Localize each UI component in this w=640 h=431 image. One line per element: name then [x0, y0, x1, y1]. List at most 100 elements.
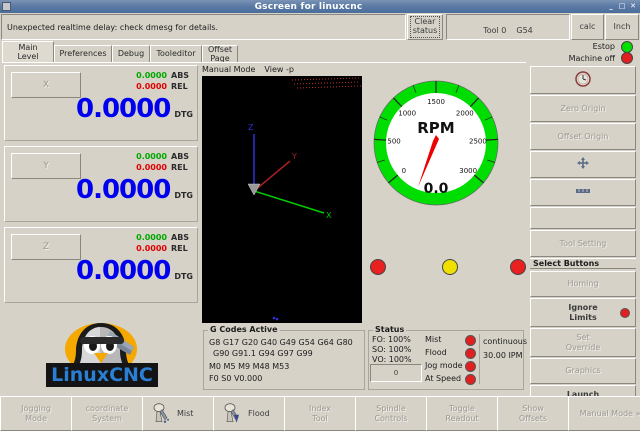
dro-rel-value: 0.0000: [136, 163, 167, 172]
tool-setting-button-label: Tool Setting: [559, 238, 607, 248]
gcodes-line-2: G90 G91.1 G94 G97 G99: [213, 348, 313, 358]
ignore-limits-button[interactable]: Ignore Limits: [530, 298, 636, 327]
tab-main-level[interactable]: Main Level: [2, 41, 54, 63]
led-center: [442, 259, 458, 275]
dro-column: X 0.0000 ABS 0.0000 REL 0.0000 DTG Y 0.0000 ABS 0.…: [4, 65, 198, 315]
dro-rel-label: REL: [171, 244, 188, 253]
homing-button: Homing: [530, 271, 636, 297]
svg-text:X: X: [326, 211, 332, 220]
velocity-override: VO: 100%: [372, 355, 412, 364]
set-override-button: Set Override: [530, 328, 636, 357]
move-icon: [577, 157, 589, 172]
tab-label: Main Level: [17, 43, 39, 61]
tab-debug[interactable]: Debug: [112, 45, 150, 63]
axis-button-y[interactable]: Y: [11, 153, 81, 179]
status-led-mist: [465, 335, 476, 346]
gauge-tick: [487, 159, 495, 163]
dro-rel-y: 0.0000 REL: [136, 163, 193, 172]
show-offsets-button-label: Show Offsets: [519, 404, 547, 423]
machine-label: Machine off: [568, 53, 615, 63]
status-leds: [465, 335, 476, 387]
launch-keyboard-button-line1: Launch: [566, 389, 600, 399]
axis-button-x[interactable]: X: [11, 72, 81, 98]
coordinate-system-button: coordinate System: [71, 396, 143, 431]
dro-rel-z: 0.0000 REL: [136, 244, 193, 253]
jogging-mode-button-label: Jogging Mode: [21, 404, 51, 423]
mist-button[interactable]: Mist: [142, 396, 214, 431]
tab-tooleditor[interactable]: Tooleditor: [150, 45, 202, 63]
graphics-view-label: View -p: [264, 65, 294, 74]
flood-button-label: Flood: [248, 409, 270, 419]
gauge-tick: [379, 116, 388, 121]
dro-block-y: Y 0.0000 ABS 0.0000 REL 0.0000 DTG: [4, 146, 198, 222]
axis-indicator: Z X Y: [247, 123, 332, 220]
dro-abs-y: 0.0000 ABS: [136, 152, 193, 161]
offset-origin-button: Offset Origin: [530, 123, 636, 150]
manual-mode-button-line1: Manual Mode »: [579, 408, 640, 418]
tab-label: Preferences: [59, 49, 107, 59]
override-values: FO: 100% SO: 100% VO: 100%: [372, 335, 412, 365]
spindle-controls-button-line2: Controls: [374, 413, 408, 423]
dro-dtg-label: DTG: [174, 191, 193, 200]
dro-abs-value: 0.0000: [136, 71, 167, 80]
svg-text:Y: Y: [291, 152, 297, 161]
calc-button[interactable]: calc: [571, 14, 604, 40]
flood-icon: [222, 401, 242, 426]
gauge-tick-label: 0: [402, 167, 406, 175]
dro-dtg-x: 0.0000 DTG: [76, 94, 193, 124]
graphics-canvas[interactable]: Z X Y: [202, 76, 362, 323]
maximize-icon[interactable]: □: [618, 2, 626, 10]
minimize-icon[interactable]: _: [609, 2, 613, 10]
feed-override: FO: 100%: [372, 335, 411, 344]
jogging-mode-button-line2: Mode: [25, 413, 47, 423]
spindle-override: SO: 100%: [372, 345, 412, 354]
tab-preferences[interactable]: Preferences: [54, 45, 112, 63]
dro-abs-x: 0.0000 ABS: [136, 71, 193, 80]
gauge-label: RPM: [417, 119, 454, 137]
units-button[interactable]: Inch: [605, 14, 639, 40]
status-label-flood: Flood: [425, 347, 447, 357]
manual-mode-button: Manual Mode »: [568, 396, 640, 431]
override-box[interactable]: 0: [370, 364, 422, 382]
gauge-tick: [412, 85, 417, 93]
measure-tool-button[interactable]: [530, 179, 636, 206]
status-label-jog-mode: Jog mode: [425, 360, 463, 370]
tab-label: Tooleditor: [156, 49, 196, 59]
manual-mode-button-label: Manual Mode »: [580, 409, 640, 419]
coordinate-system-button-label: coordinate System: [86, 404, 129, 423]
linuxcnc-logo: LinuxCNC: [10, 321, 192, 389]
mist-button-line1: Mist: [177, 408, 194, 418]
dro-abs-value: 0.0000: [136, 233, 167, 242]
tab-offset-page[interactable]: Offset Page: [202, 45, 238, 63]
graphics-button-label: Graphics: [565, 366, 601, 376]
gauge-tick: [388, 174, 399, 184]
ignore-limits-button-label: Ignore Limits: [568, 303, 597, 322]
clear-status-button[interactable]: Clear status: [407, 14, 443, 40]
graphics-mode: Manual Mode: [202, 65, 256, 74]
fsv-line: F0 S0 V0.000: [209, 374, 263, 384]
show-offsets-button-line2: Offsets: [518, 413, 548, 423]
flood-button[interactable]: Flood: [213, 396, 285, 431]
dro-abs-z: 0.0000 ABS: [136, 233, 193, 242]
dro-rel-label: REL: [171, 82, 188, 91]
ignore-limits-button-led: [620, 307, 630, 318]
gauge-tick-label: 3000: [459, 167, 477, 175]
gauge-tick: [469, 97, 479, 108]
index-tool-button-line1: Index: [308, 403, 332, 413]
axis-button-z[interactable]: Z: [11, 234, 81, 260]
homing-clock-icon-button[interactable]: [530, 66, 636, 94]
window-icon: [2, 2, 11, 11]
graphics-view[interactable]: Manual Mode View -p Z X: [202, 65, 362, 323]
clear-status-line2: status: [412, 26, 438, 35]
status-message: Unexpected realtime delay: check dmesg f…: [1, 14, 406, 40]
dro-rel-label: REL: [171, 163, 188, 172]
dro-dtg-value: 0.0000: [75, 175, 171, 205]
gauge-tick: [393, 97, 403, 108]
close-icon[interactable]: ✕: [630, 2, 636, 10]
jogging-mode-button-line1: Jogging: [21, 403, 51, 413]
move-tool-button[interactable]: [530, 151, 636, 178]
set-override-button-line2: Override: [565, 342, 601, 352]
gauge-tick: [374, 138, 387, 141]
index-tool-button-label: Index Tool: [309, 404, 331, 423]
graphics-button: Graphics: [530, 358, 636, 384]
